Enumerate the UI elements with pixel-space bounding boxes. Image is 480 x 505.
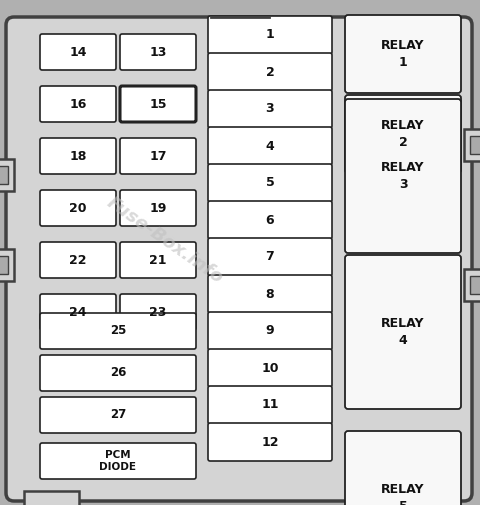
- Text: 24: 24: [69, 306, 87, 319]
- Text: 7: 7: [265, 250, 275, 264]
- Text: RELAY
2: RELAY 2: [381, 119, 425, 149]
- Bar: [464, 269, 480, 301]
- Text: 18: 18: [69, 149, 87, 163]
- FancyBboxPatch shape: [40, 397, 196, 433]
- FancyBboxPatch shape: [208, 53, 332, 91]
- FancyBboxPatch shape: [6, 17, 472, 501]
- Text: 12: 12: [261, 435, 279, 448]
- Bar: [0, 159, 14, 191]
- Text: 8: 8: [266, 287, 274, 300]
- Text: 14: 14: [69, 45, 87, 59]
- FancyBboxPatch shape: [40, 242, 116, 278]
- FancyBboxPatch shape: [345, 431, 461, 505]
- Text: 25: 25: [110, 325, 126, 337]
- Text: 20: 20: [69, 201, 87, 215]
- FancyBboxPatch shape: [208, 201, 332, 239]
- Text: RELAY
1: RELAY 1: [381, 39, 425, 69]
- Text: 13: 13: [149, 45, 167, 59]
- Text: Fuse-Box.info: Fuse-Box.info: [103, 193, 227, 287]
- Text: 9: 9: [266, 325, 274, 337]
- Text: 3: 3: [266, 103, 274, 116]
- FancyBboxPatch shape: [208, 127, 332, 165]
- Text: 15: 15: [149, 97, 167, 111]
- Bar: [0, 166, 8, 184]
- FancyBboxPatch shape: [345, 255, 461, 409]
- FancyBboxPatch shape: [208, 312, 332, 350]
- FancyBboxPatch shape: [208, 16, 332, 54]
- FancyBboxPatch shape: [40, 34, 116, 70]
- Text: 10: 10: [261, 362, 279, 375]
- FancyBboxPatch shape: [345, 99, 461, 253]
- Text: RELAY
5: RELAY 5: [381, 483, 425, 505]
- FancyBboxPatch shape: [40, 443, 196, 479]
- Text: 11: 11: [261, 398, 279, 412]
- Text: 16: 16: [69, 97, 87, 111]
- FancyBboxPatch shape: [40, 313, 196, 349]
- Text: 27: 27: [110, 409, 126, 422]
- Bar: [470, 276, 480, 294]
- Bar: [0, 249, 14, 281]
- Text: 5: 5: [265, 177, 275, 189]
- FancyBboxPatch shape: [40, 138, 116, 174]
- FancyBboxPatch shape: [345, 15, 461, 93]
- Text: 1: 1: [265, 28, 275, 41]
- Text: 21: 21: [149, 254, 167, 267]
- Text: RELAY
4: RELAY 4: [381, 317, 425, 347]
- FancyBboxPatch shape: [120, 34, 196, 70]
- FancyBboxPatch shape: [120, 294, 196, 330]
- Text: PCM
DIODE: PCM DIODE: [99, 450, 136, 472]
- Text: 19: 19: [149, 201, 167, 215]
- Text: 2: 2: [265, 66, 275, 78]
- Bar: [0, 256, 8, 274]
- Text: 17: 17: [149, 149, 167, 163]
- FancyBboxPatch shape: [208, 90, 332, 128]
- FancyBboxPatch shape: [40, 294, 116, 330]
- Bar: [464, 129, 480, 161]
- FancyBboxPatch shape: [208, 423, 332, 461]
- Text: 4: 4: [265, 139, 275, 153]
- FancyBboxPatch shape: [208, 386, 332, 424]
- FancyBboxPatch shape: [40, 86, 116, 122]
- FancyBboxPatch shape: [120, 86, 196, 122]
- Bar: [211, 17, 269, 33]
- Text: RELAY
3: RELAY 3: [381, 161, 425, 191]
- FancyBboxPatch shape: [40, 190, 116, 226]
- Text: 26: 26: [110, 367, 126, 379]
- FancyBboxPatch shape: [208, 164, 332, 202]
- FancyBboxPatch shape: [120, 138, 196, 174]
- FancyBboxPatch shape: [40, 355, 196, 391]
- FancyBboxPatch shape: [208, 275, 332, 313]
- FancyBboxPatch shape: [208, 349, 332, 387]
- FancyBboxPatch shape: [120, 242, 196, 278]
- FancyBboxPatch shape: [345, 95, 461, 173]
- Bar: [24, 491, 79, 505]
- Text: 6: 6: [266, 214, 274, 227]
- FancyBboxPatch shape: [120, 190, 196, 226]
- Text: 23: 23: [149, 306, 167, 319]
- Bar: [470, 136, 480, 154]
- FancyBboxPatch shape: [208, 238, 332, 276]
- Text: 22: 22: [69, 254, 87, 267]
